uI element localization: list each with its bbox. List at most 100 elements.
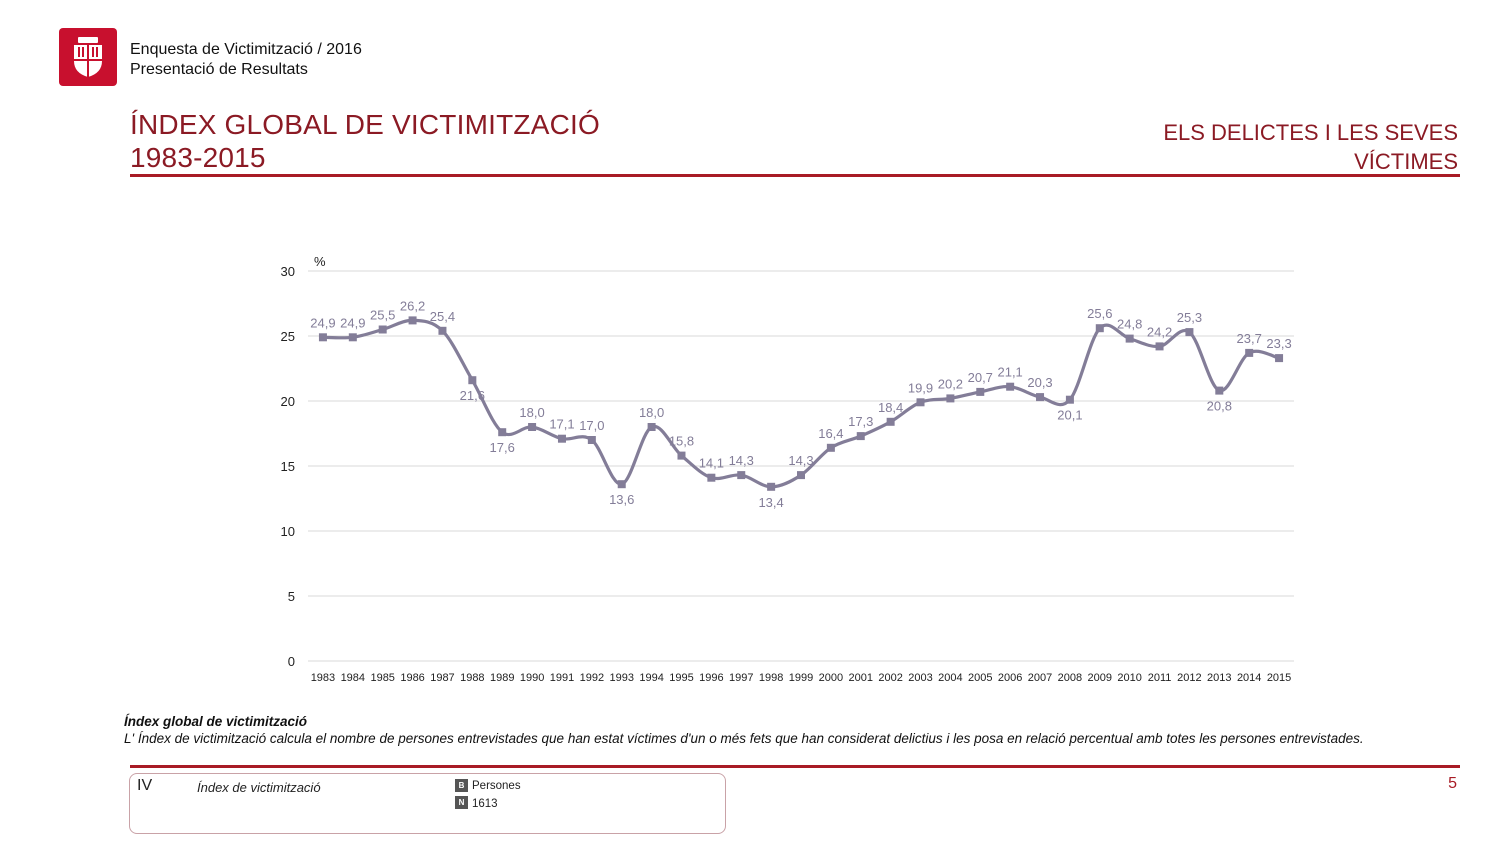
city-council-logo (59, 28, 117, 86)
y-axis-label: % (314, 254, 326, 269)
data-point-marker (737, 471, 746, 480)
data-point-marker (1036, 393, 1045, 402)
report-title: Enquesta de Victimització / 2016 (130, 41, 362, 58)
data-label: 13,6 (609, 492, 634, 507)
data-point-marker (408, 316, 417, 325)
data-label: 17,3 (848, 414, 873, 429)
page-title-line1: ÍNDEX GLOBAL DE VICTIMITZACIÓ (130, 109, 600, 140)
y-tick-label: 10 (281, 524, 295, 539)
technical-label: Índex de victimització (197, 780, 321, 795)
x-tick-label: 1994 (639, 672, 663, 684)
data-point-marker (587, 436, 596, 444)
data-label: 26,2 (400, 298, 425, 313)
section-title-line1: ELS DELICTES I LES SEVES (1163, 120, 1458, 145)
data-label: 15,8 (669, 434, 694, 449)
data-point-marker (767, 482, 776, 491)
data-point-marker (946, 394, 955, 403)
report-header: Enquesta de Victimització / 2016 Present… (130, 40, 362, 80)
data-label: 20,2 (938, 376, 963, 391)
y-tick-label: 0 (288, 654, 295, 669)
x-tick-label: 1984 (341, 672, 365, 684)
y-tick-label: 20 (281, 394, 295, 409)
data-point-marker (348, 333, 357, 342)
data-label: 17,1 (549, 417, 574, 432)
x-tick-label: 1987 (430, 672, 454, 684)
data-label: 24,9 (310, 315, 335, 330)
data-label: 14,3 (788, 453, 813, 468)
data-label: 14,3 (729, 453, 754, 468)
report-subtitle: Presentació de Resultats (130, 61, 308, 78)
data-point-marker (797, 471, 805, 480)
gridlines (308, 270, 1294, 662)
x-tick-label: 2011 (1148, 672, 1172, 684)
x-tick-label: 1986 (400, 672, 424, 684)
x-tick-label: 1998 (759, 672, 783, 684)
x-tick-label: 1993 (609, 672, 633, 684)
chart-notes: Índex global de victimització L' Índex d… (124, 713, 1364, 747)
data-label: 14,1 (699, 456, 724, 471)
technical-code: IV (137, 777, 153, 794)
x-tick-label: 1989 (490, 672, 514, 684)
base-tag-badge: B (455, 779, 468, 792)
data-point-marker (528, 423, 537, 431)
data-label: 21,1 (997, 365, 1022, 380)
data-label: 17,0 (579, 418, 604, 433)
data-label: 21,6 (460, 388, 485, 403)
data-point-marker (826, 443, 835, 452)
x-tick-label: 1988 (460, 672, 484, 684)
x-tick-label: 1991 (550, 672, 574, 684)
data-label: 20,3 (1027, 375, 1052, 390)
data-label: 25,5 (370, 308, 395, 323)
data-point-marker (886, 417, 895, 426)
y-tick-label: 25 (281, 329, 295, 344)
y-tick-label: 5 (288, 589, 295, 604)
data-label: 25,3 (1177, 310, 1202, 325)
data-label: 18,0 (519, 405, 544, 420)
x-tick-label: 2003 (908, 672, 932, 684)
x-tick-label: 2002 (878, 672, 902, 684)
x-tick-label: 2008 (1058, 672, 1082, 684)
data-point-marker (856, 432, 865, 441)
page-title: ÍNDEX GLOBAL DE VICTIMITZACIÓ 1983-2015 (130, 108, 600, 174)
x-tick-label: 1990 (520, 672, 544, 684)
data-point-marker (1185, 328, 1194, 337)
data-point-marker (378, 325, 387, 334)
sample-size-value: 1613 (472, 798, 498, 810)
data-point-marker (976, 387, 985, 396)
data-label: 17,6 (490, 440, 515, 455)
x-tick-label: 2005 (968, 672, 992, 684)
x-tick-label: 1995 (669, 672, 693, 684)
data-point-marker (707, 473, 716, 482)
data-point-marker (916, 398, 925, 407)
x-tick-label: 1992 (580, 672, 604, 684)
data-label: 20,7 (968, 370, 993, 385)
technical-box (129, 773, 726, 834)
data-point-marker (318, 333, 327, 342)
data-label: 24,9 (340, 315, 365, 330)
y-tick-label: 15 (281, 459, 295, 474)
x-tick-label: 1996 (699, 672, 723, 684)
data-label: 20,1 (1057, 408, 1082, 423)
x-tick-label: 2001 (849, 672, 873, 684)
data-label: 18,4 (878, 400, 903, 415)
x-tick-label: 1997 (729, 672, 753, 684)
data-point-marker (557, 434, 566, 443)
data-label: 16,4 (818, 426, 843, 441)
data-point-marker (468, 376, 477, 385)
data-label: 23,3 (1266, 336, 1291, 351)
data-label: 25,4 (430, 309, 455, 324)
x-tick-label: 2000 (819, 672, 843, 684)
data-label: 24,8 (1117, 317, 1142, 332)
x-tick-label: 1983 (311, 672, 335, 684)
page-number: 5 (1448, 775, 1457, 792)
x-axis-ticks: 1983 1984 1985 1986 1987 1988 1989 1990 1991 1992… (311, 672, 1292, 684)
data-point-marker (647, 423, 656, 431)
data-label: 20,8 (1207, 399, 1232, 414)
x-tick-label: 2009 (1088, 672, 1112, 684)
data-point-marker (1245, 348, 1254, 357)
coat-of-arms-icon (74, 37, 102, 77)
data-point-marker (1125, 334, 1134, 343)
data-point-marker (1155, 342, 1164, 351)
data-point-marker (1006, 382, 1015, 391)
x-tick-label: 1999 (789, 672, 813, 684)
